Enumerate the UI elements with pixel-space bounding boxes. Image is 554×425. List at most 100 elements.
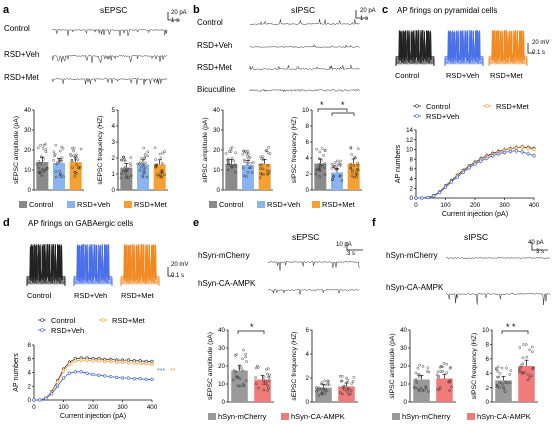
chart-a-1-point-2 [154, 165, 158, 169]
chart-a-0-point-1 [61, 147, 65, 150]
chart-b-3-point-2 [356, 147, 360, 151]
chart-f-9-point-1 [517, 368, 521, 372]
legend-swatch-5 [312, 201, 320, 208]
chart-c-line-point-2 [438, 191, 442, 195]
legend-e-ampk: hSyn-CA-AMPK [291, 412, 345, 421]
chart-b-2-point-2 [268, 170, 271, 173]
chart-b-3-point-0 [314, 169, 318, 172]
chart-d-line-point-2 [144, 377, 148, 381]
legend-swatch-7 [281, 413, 289, 420]
chart-e-6-point-0 [232, 368, 236, 372]
chart-b-2-point-1 [251, 161, 255, 164]
chart-c-line-ytick-label: 12 [406, 137, 413, 144]
chart-b-3-point-1 [332, 164, 336, 168]
chart-d-line-point-2 [44, 397, 48, 401]
chart-e-6-point-0 [245, 360, 248, 363]
chart-f-9-point-0 [500, 382, 504, 386]
chart-e-7-point-0 [316, 388, 320, 391]
chart-a-1-point-2 [154, 158, 157, 161]
chart-d-line-legend-marker-0 [40, 318, 44, 322]
chart-b-2-bar-0 [225, 164, 238, 190]
chart-b-3-point-0 [323, 173, 327, 176]
chart-b-2-point-1 [248, 166, 251, 170]
chart-a-0-point-2 [69, 152, 72, 156]
chart-b-3-point-2 [351, 168, 354, 172]
chart-b-2-point-0 [230, 166, 234, 169]
trace-b-met [249, 64, 360, 71]
chart-e-7-point-0 [325, 389, 329, 393]
panel-b-title: sIPSC [291, 5, 315, 15]
chart-b-3-point-0 [315, 147, 318, 151]
chart-f-9-point-0 [508, 381, 512, 385]
legend-e-mcherry: hSyn-mCherry [218, 412, 267, 421]
chart-f-9-point-1 [518, 346, 522, 349]
chart-a-1-point-1 [138, 162, 141, 166]
trace-label-a-veh: RSD+Veh [4, 50, 39, 59]
chart-a-0-bar-1 [53, 163, 65, 190]
chart-e-6-ytick-label: 10 [218, 381, 225, 388]
chart-f-8-point-1 [438, 365, 442, 369]
chart-c-line-point-1 [526, 146, 530, 151]
chart-a-0-point-0 [39, 155, 43, 159]
legend-swatch-1 [67, 201, 75, 208]
chart-e-6-point-0 [234, 370, 238, 374]
ap-label-c-met: RSD+Met [490, 71, 524, 80]
chart-c-line-ytick-label: 8 [410, 156, 414, 163]
scale-c-y: 20 mV [532, 40, 549, 46]
panel-e-title: sEPSC [292, 232, 319, 242]
chart-d-line-point-1 [150, 362, 154, 366]
chart-d-line-point-1 [114, 360, 119, 364]
chart-b-2-point-2 [261, 167, 265, 171]
chart-d-line-point-1 [97, 359, 101, 363]
chart-e-6-point-0 [232, 378, 235, 382]
chart-f-8-point-1 [445, 362, 449, 366]
chart-a-1-point-2 [154, 165, 157, 169]
chart-b-3-point-1 [335, 164, 338, 167]
chart-a-0-point-0 [44, 148, 48, 152]
chart-e-7-ytick-label: 4 [306, 351, 310, 358]
chart-b-3-point-1 [334, 167, 337, 171]
chart-c-line-xtick-label: 300 [499, 202, 510, 209]
chart-c-line-point-2 [455, 175, 459, 179]
chart-d-line-point-1 [79, 358, 83, 362]
chart-e-6-point-1 [266, 389, 270, 392]
trace-a-veh [51, 54, 168, 63]
chart-b-2-point-1 [242, 158, 246, 162]
legend-a-veh: RSD+Veh [77, 200, 110, 209]
ap-d-veh-sweep [73, 244, 113, 286]
chart-a-1-point-2 [159, 156, 163, 160]
chart-f-9-ylabel: sIPSC frequency (HZ) [471, 333, 478, 399]
chart-c-line-xlabel: Current injection (pA) [442, 211, 508, 218]
chart-c-line-point-2 [473, 162, 477, 166]
ap-c-veh-sweep [444, 30, 484, 66]
chart-a-1-point-0 [121, 169, 125, 173]
ap-d-control-sweep [26, 244, 66, 286]
scale-c-x: 0.1 s [532, 50, 545, 56]
chart-f-8-ytick-label: 30 [400, 345, 407, 352]
chart-f-8-point-0 [427, 370, 431, 374]
chart-b-2-point-2 [261, 158, 265, 161]
chart-a-0-point-1 [60, 156, 64, 159]
chart-f-9-bar-1 [518, 366, 535, 402]
chart-b-2-point-2 [260, 162, 264, 166]
chart-f-8-point-1 [439, 386, 442, 389]
trace-label-f-mcherry: hSyn-mCherry [386, 251, 438, 260]
chart-a-1-point-1 [142, 168, 146, 172]
scale-b-y: 20 pA [360, 8, 376, 14]
chart-b-3-point-0 [317, 167, 321, 171]
chart-a-1-ytick-label: 2 [112, 155, 116, 162]
chart-e-7-ytick-label: 2 [306, 375, 310, 382]
chart-d-line-point-1 [138, 361, 142, 366]
chart-b-3-ytick-label: 2 [306, 171, 310, 178]
chart-b-3-point-0 [318, 169, 322, 173]
chart-f-9-bar-0 [495, 380, 512, 402]
chart-e-6-bar-1 [254, 379, 271, 402]
chart-e-6-point-0 [241, 383, 245, 386]
trace-label-b-veh: RSD+Veh [197, 41, 232, 50]
chart-a-0-point-2 [74, 154, 78, 158]
legend-f-ampk: hSyn-CA-AMPK [477, 412, 531, 421]
chart-b-3-point-1 [339, 159, 342, 163]
chart-e-7-point-1 [342, 384, 346, 388]
ap-d-veh-sweep [73, 244, 113, 286]
chart-e-6-point-1 [254, 366, 258, 370]
